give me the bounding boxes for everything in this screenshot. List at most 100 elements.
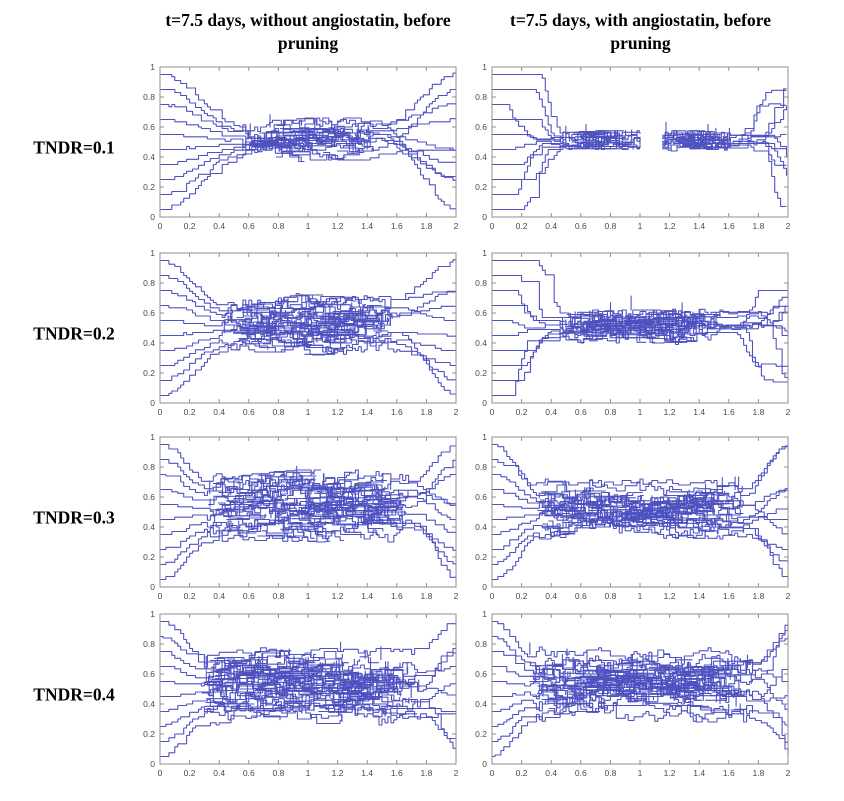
axes [159,66,457,218]
vessel-strand [160,458,456,512]
plot-tndr-0.2-with-angiostatin: 0 0.2 0.4 0.6 0.8 1 1.2 1.4 1.6 1.8 2 0 0.2 0.4 0.6 0.8… [466,247,798,419]
vessel-strand-left [492,139,641,211]
vessel-segment [591,666,606,675]
x-tick-label: 0.6 [575,407,587,417]
vessel-strand [160,517,457,581]
x-tick-label: 0.6 [243,407,255,417]
vessel-segment [586,672,628,696]
vessel-segment [330,313,375,322]
x-tick-label: 0.4 [545,591,557,601]
vessel-segment [258,469,312,476]
y-tick-label: 0.8 [143,462,155,472]
vessel-network-lines [160,443,457,581]
vessel-segment [344,324,382,333]
x-tick-label: 0.8 [604,221,616,231]
x-tick-label: 2 [454,591,459,601]
x-tick-label: 0.6 [575,591,587,601]
vessel-segment [623,660,661,671]
tick-labels: 0 0.2 0.4 0.6 0.8 1 1.2 1.4 1.6 1.8 2 0 0.2 0.4 0.6 0.8… [143,62,458,231]
y-tick-label: 0 [482,398,487,408]
y-tick-label: 0.6 [143,122,155,132]
vessel-segment [368,691,401,701]
vessel-segment [366,479,383,483]
vessel-segment [353,313,393,323]
x-tick-label: 0 [158,407,163,417]
x-tick-label: 1.2 [332,407,344,417]
vessel-segment [583,130,627,143]
vessel-segment [201,668,221,684]
y-tick-label: 0.8 [143,92,155,102]
vessel-segment [363,687,382,694]
axes [491,252,789,404]
y-tick-label: 0.8 [475,278,487,288]
vessel-segment [558,669,612,680]
vessel-segment [230,702,262,711]
network-plot-svg: 0 0.2 0.4 0.6 0.8 1 1.2 1.4 1.6 1.8 2 0 0.2 0.4 0.6 0.8… [475,609,790,778]
vessel-segment [263,521,315,539]
vessel-strand [160,259,456,319]
x-tick-label: 1.8 [752,221,764,231]
vessel-segment [716,689,746,697]
vessel-segment [264,310,286,319]
x-tick-label: 0.8 [272,768,284,778]
vessel-strand [492,506,788,527]
axes [491,66,789,218]
vessel-segment [309,304,360,313]
vessel-segment [293,331,313,346]
axes [159,613,457,765]
vessel-segment [342,147,373,154]
vessel-strand-left [492,73,640,151]
vessel-segment [543,502,583,516]
x-tick-label: 1.2 [332,591,344,601]
y-tick-label: 0.4 [143,152,155,162]
x-tick-label: 0.6 [243,768,255,778]
network-plot-svg: 0 0.2 0.4 0.6 0.8 1 1.2 1.4 1.6 1.8 2 0 0.2 0.4 0.6 0.8… [143,62,458,231]
vessel-segment [376,324,391,330]
row-label-tndr-0.1: TNDR=0.1 [33,137,115,158]
vessel-segment [212,476,236,488]
vessel-segment [216,508,233,518]
vessel-segment [307,670,334,680]
vessel-segment [231,509,246,512]
vessel-segment [293,705,343,725]
tick-labels: 0 0.2 0.4 0.6 0.8 1 1.2 1.4 1.6 1.8 2 0 0.2 0.4 0.6 0.8… [475,609,790,778]
axes [491,436,789,588]
vessel-segment [275,294,313,305]
vessel-strand [492,625,789,679]
y-tick-label: 1 [482,432,487,442]
plot-tndr-0.1-without-angiostatin: 0 0.2 0.4 0.6 0.8 1 1.2 1.4 1.6 1.8 2 0 0.2 0.4 0.6 0.8… [134,61,466,233]
vessel-segment [734,704,754,713]
x-tick-label: 0 [158,221,163,231]
vessel-strand-right [662,103,787,151]
vessel-segment [313,317,365,327]
vessel-network-lines [492,259,789,397]
x-tick-label: 1.6 [723,768,735,778]
vessel-segment [568,691,586,697]
vessel-segment [553,506,587,521]
vessel-segment [572,495,619,505]
x-tick-label: 1.8 [752,768,764,778]
vessel-strand [492,274,788,329]
vessel-segment [571,677,590,685]
plot-tndr-0.3-with-angiostatin: 0 0.2 0.4 0.6 0.8 1 1.2 1.4 1.6 1.8 2 0 0.2 0.4 0.6 0.8… [466,431,798,603]
vessel-segment [289,659,308,665]
x-tick-label: 2 [454,407,459,417]
plot-tndr-0.4-without-angiostatin: 0 0.2 0.4 0.6 0.8 1 1.2 1.4 1.6 1.8 2 0 0.2 0.4 0.6 0.8… [134,608,466,780]
vessel-segment [275,150,302,162]
x-tick-label: 1.8 [752,591,764,601]
y-tick-label: 0.6 [475,308,487,318]
vessel-strand [160,512,456,551]
vessel-segment [375,708,399,714]
vessel-segment [243,315,276,325]
y-tick-label: 0.6 [143,308,155,318]
x-tick-label: 0.4 [213,407,225,417]
y-tick-label: 0.8 [143,639,155,649]
vessel-segment [318,658,344,666]
vessel-segment [256,682,305,702]
vessel-segment [596,130,619,138]
y-tick-label: 0.2 [475,729,487,739]
y-tick-label: 0.8 [475,462,487,472]
vessel-segment [677,522,702,531]
vessel-segment [205,691,228,700]
